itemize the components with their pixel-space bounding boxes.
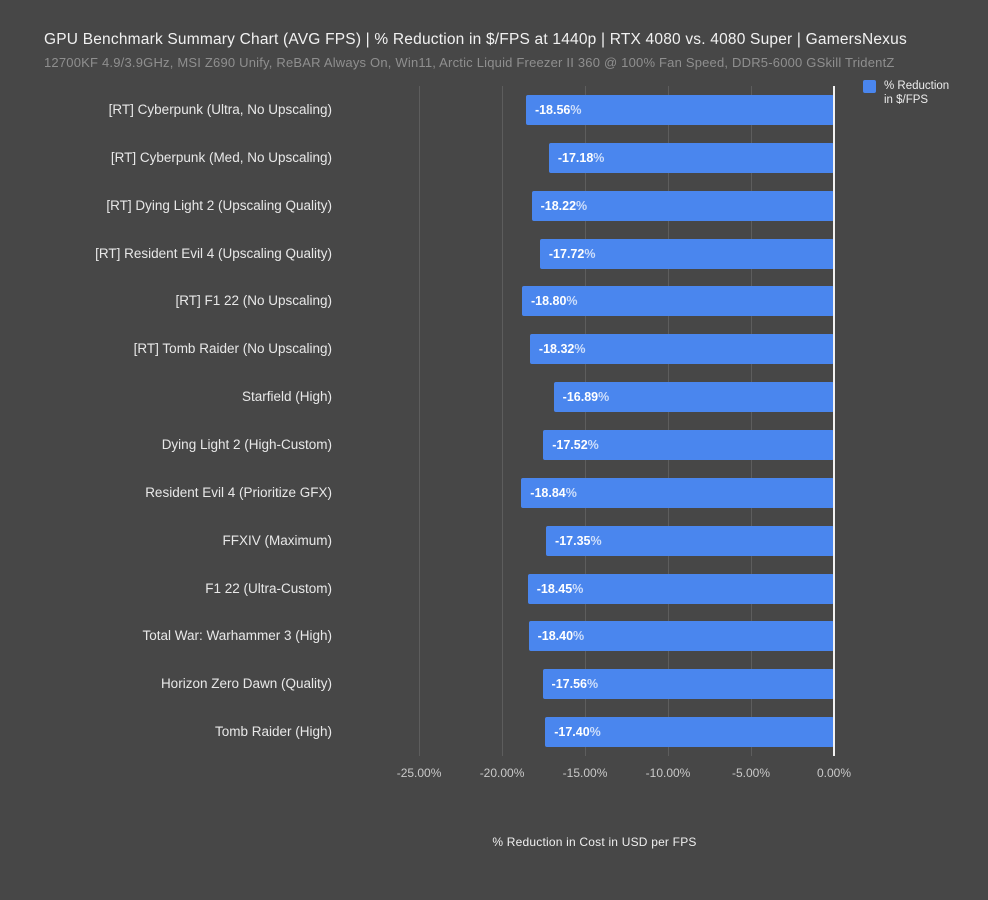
gridline: [584, 86, 586, 756]
bar-value-label: -18.22%: [540, 198, 588, 213]
bar: -18.22%: [531, 190, 834, 221]
legend-label-line2: in $/FPS: [884, 94, 929, 106]
category-label: [RT] Tomb Raider (No Upscaling): [133, 341, 332, 357]
x-axis-title: % Reduction in Cost in USD per FPS: [492, 835, 697, 849]
bar: -17.18%: [548, 142, 834, 173]
bar-value-label: -16.89%: [562, 390, 610, 405]
bar: -18.40%: [528, 621, 834, 652]
bar-value-label: -18.32%: [538, 342, 586, 357]
x-axis-tick-label: -5.00%: [731, 766, 771, 780]
gridline: [501, 86, 503, 756]
category-label: Starfield (High): [241, 389, 332, 405]
bar-value-label: -18.56%: [534, 102, 582, 117]
category-label: Dying Light 2 (High-Custom): [161, 436, 332, 452]
x-axis-tick-label: -25.00%: [396, 766, 442, 780]
category-label: Horizon Zero Dawn (Quality): [160, 676, 332, 692]
category-label: F1 22 (Ultra-Custom): [205, 580, 332, 596]
category-label: Total War: Warhammer 3 (High): [142, 628, 332, 644]
legend: % Reduction in $/FPS: [863, 79, 949, 107]
bar: -16.89%: [553, 382, 834, 413]
bar: -17.52%: [543, 429, 834, 460]
bar-value-label: -18.45%: [536, 581, 584, 596]
x-axis-tick-label: -10.00%: [645, 766, 691, 780]
chart-subtitle: 12700KF 4.9/3.9GHz, MSI Z690 Unify, ReBA…: [44, 55, 895, 70]
gridline: [418, 86, 420, 756]
bar: -17.40%: [545, 717, 834, 748]
category-label: Tomb Raider (High): [214, 724, 332, 740]
bar-value-label: -17.52%: [552, 437, 599, 452]
bar: -17.56%: [542, 669, 834, 700]
bar: -18.32%: [529, 334, 834, 365]
bar: -17.35%: [546, 525, 834, 556]
x-axis-tick-label: -20.00%: [479, 766, 525, 780]
zero-axis-line: [833, 86, 835, 756]
bar-value-label: -18.40%: [537, 629, 585, 644]
category-label: FFXIV (Maximum): [222, 532, 333, 548]
legend-label: % Reduction in $/FPS: [884, 79, 949, 107]
category-label: [RT] Resident Evil 4 (Upscaling Quality): [95, 245, 332, 261]
bar-value-label: -18.80%: [530, 294, 578, 309]
legend-swatch-icon: [863, 80, 876, 93]
bar: -18.45%: [527, 573, 834, 604]
x-axis-tick-label: 0.00%: [816, 766, 852, 780]
bar-value-label: -17.18%: [557, 150, 605, 165]
bar-value-label: -17.72%: [548, 246, 596, 261]
bar: -17.72%: [539, 238, 834, 269]
bar: -18.56%: [525, 94, 834, 125]
bar: -18.84%: [521, 477, 834, 508]
category-label: [RT] Dying Light 2 (Upscaling Quality): [106, 197, 332, 213]
category-label: [RT] Cyberpunk (Ultra, No Upscaling): [108, 101, 332, 117]
bar-value-label: -18.84%: [530, 485, 577, 500]
gridline: [750, 86, 752, 756]
bar-value-label: -17.40%: [554, 725, 601, 740]
gridline: [667, 86, 669, 756]
chart-title: GPU Benchmark Summary Chart (AVG FPS) | …: [44, 31, 907, 48]
x-axis-tick-label: -15.00%: [562, 766, 608, 780]
bar: -18.80%: [521, 286, 834, 317]
category-label: [RT] Cyberpunk (Med, No Upscaling): [110, 149, 332, 165]
bar-value-label: -17.56%: [551, 677, 599, 692]
category-label: Resident Evil 4 (Prioritize GFX): [145, 484, 332, 500]
category-label: [RT] F1 22 (No Upscaling): [175, 293, 332, 309]
bar-value-label: -17.35%: [555, 533, 602, 548]
legend-label-line1: % Reduction: [884, 80, 950, 92]
